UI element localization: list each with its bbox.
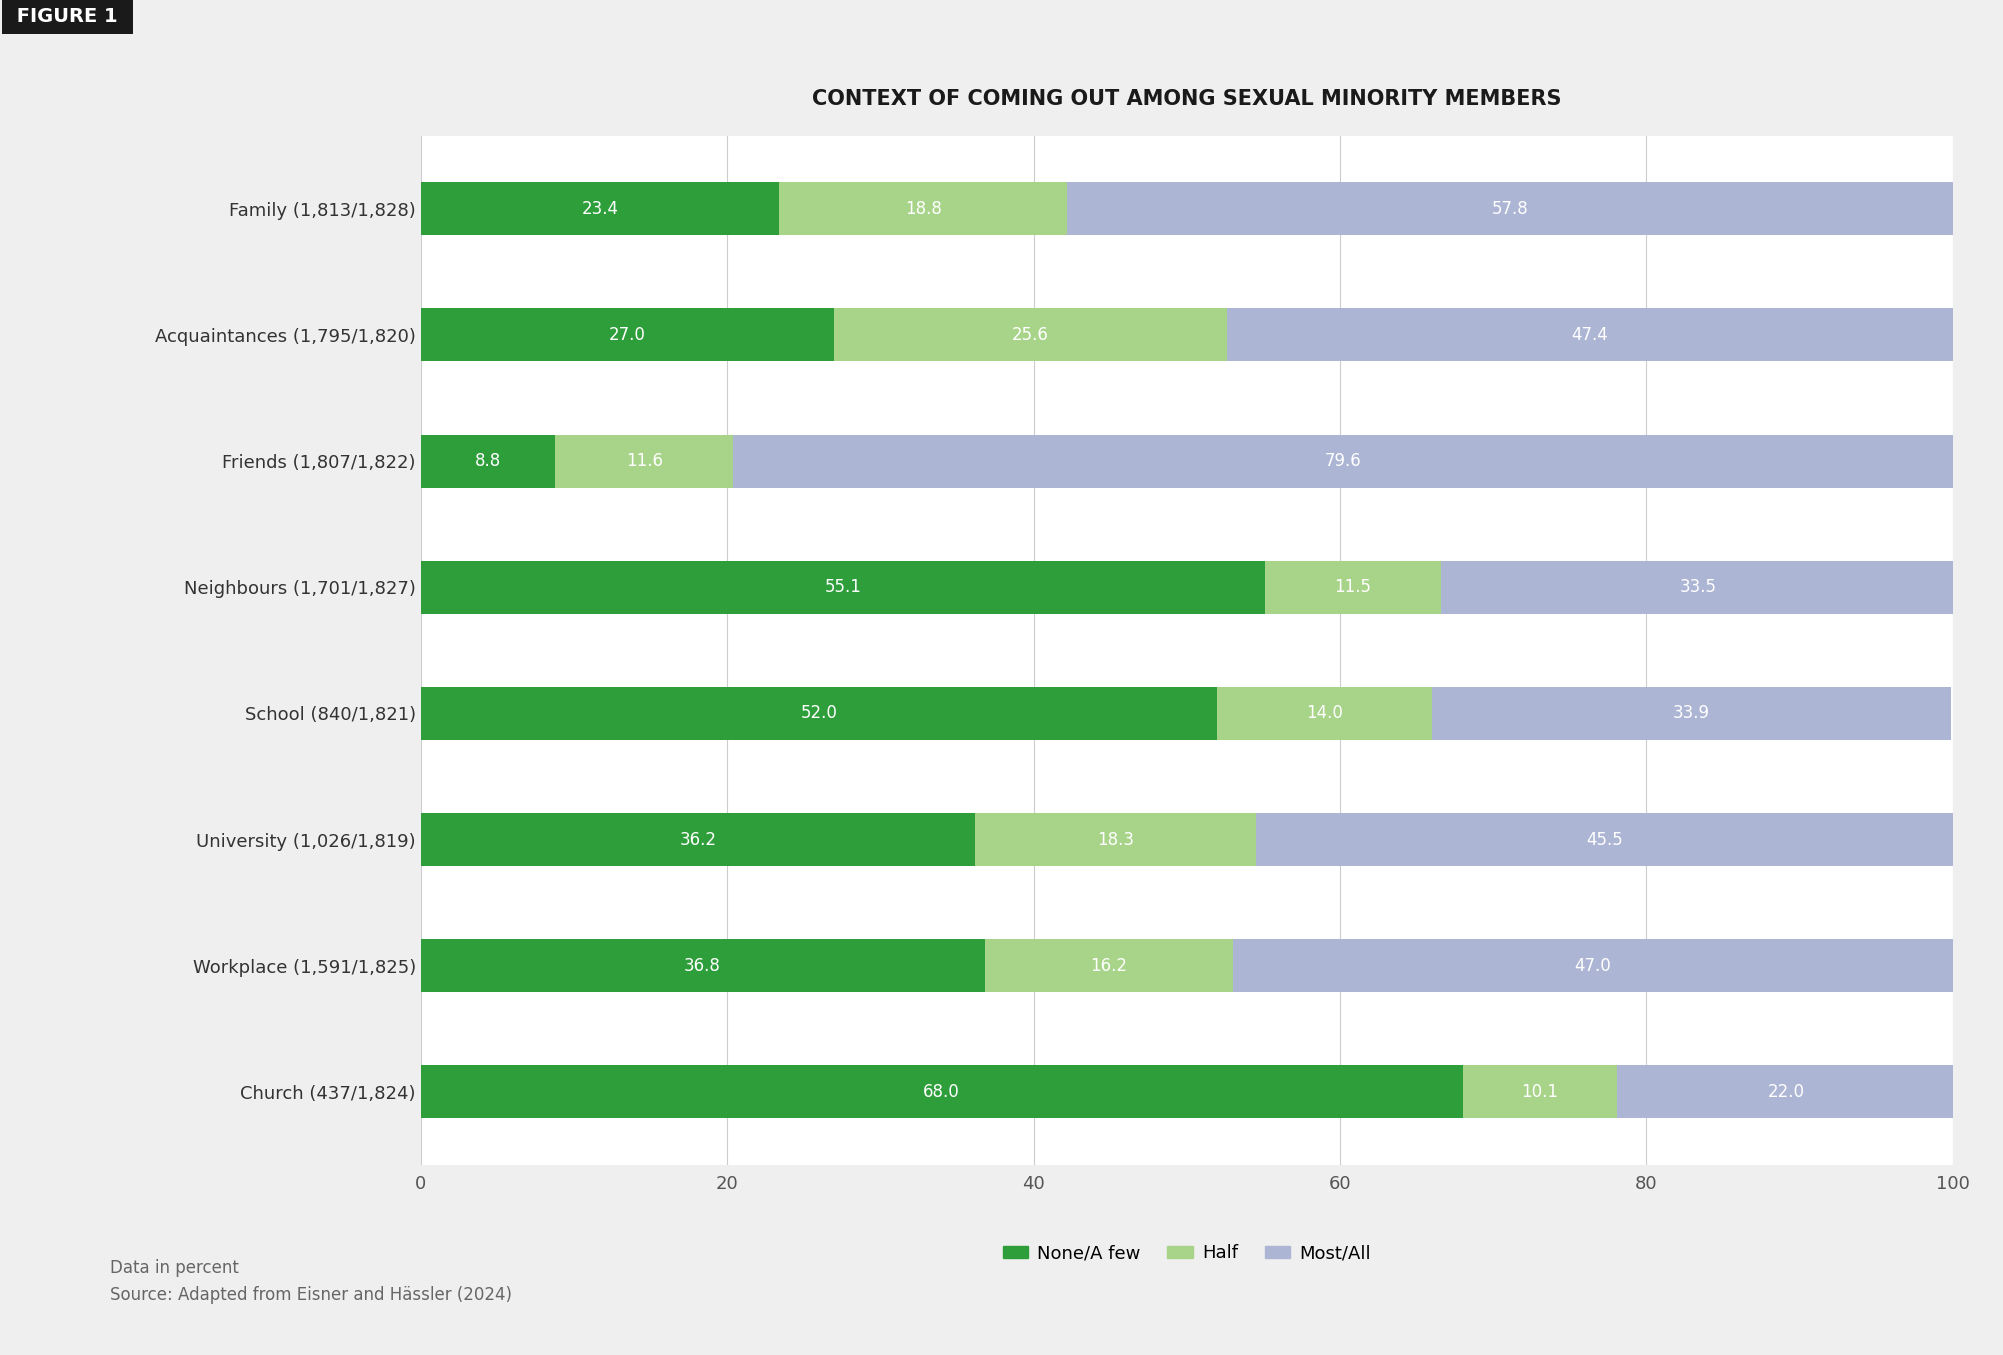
Text: 18.3: 18.3 (1098, 831, 1134, 848)
Text: 57.8: 57.8 (1492, 199, 1528, 218)
Bar (421, 687, 1218, 740)
Text: 47.0: 47.0 (1574, 957, 1610, 974)
Bar (1616, 1065, 1955, 1118)
Text: 11.6: 11.6 (625, 453, 663, 470)
Text: Data in percent
Source: Adapted from Eisner and Hässler (2024): Data in percent Source: Adapted from Eis… (110, 1259, 513, 1304)
Text: 55.1: 55.1 (825, 579, 861, 596)
Bar (1440, 561, 1955, 614)
Text: 79.6: 79.6 (1324, 453, 1362, 470)
Text: 36.8: 36.8 (685, 957, 721, 974)
Bar (1226, 309, 1953, 362)
Bar (1232, 939, 1953, 992)
Bar (985, 939, 1232, 992)
Bar (779, 183, 1068, 236)
Bar (421, 561, 1266, 614)
Bar (1218, 687, 1432, 740)
Text: 23.4: 23.4 (581, 199, 619, 218)
Text: 45.5: 45.5 (1586, 831, 1622, 848)
Bar (975, 813, 1256, 866)
Text: 68.0: 68.0 (923, 1083, 959, 1102)
Text: 33.5: 33.5 (1679, 579, 1717, 596)
Bar (421, 939, 985, 992)
Bar (733, 435, 1953, 488)
Title: CONTEXT OF COMING OUT AMONG SEXUAL MINORITY MEMBERS: CONTEXT OF COMING OUT AMONG SEXUAL MINOR… (811, 89, 1562, 108)
Text: 14.0: 14.0 (1306, 705, 1344, 722)
Text: 47.4: 47.4 (1572, 327, 1608, 344)
Bar (421, 1065, 1462, 1118)
Text: 27.0: 27.0 (609, 327, 645, 344)
Text: 16.2: 16.2 (1090, 957, 1128, 974)
Text: 33.9: 33.9 (1673, 705, 1711, 722)
Bar (1266, 561, 1440, 614)
Text: 22.0: 22.0 (1767, 1083, 1805, 1102)
Legend: None/A few, Half, Most/All: None/A few, Half, Most/All (995, 1237, 1378, 1270)
Text: 18.8: 18.8 (905, 199, 941, 218)
Bar (835, 309, 1226, 362)
Text: 11.5: 11.5 (1334, 579, 1372, 596)
Bar (555, 435, 733, 488)
Text: 8.8: 8.8 (475, 453, 501, 470)
Text: 36.2: 36.2 (679, 831, 717, 848)
Text: 52.0: 52.0 (801, 705, 837, 722)
Bar (421, 183, 779, 236)
Bar (1432, 687, 1951, 740)
Bar (421, 813, 975, 866)
Text: 10.1: 10.1 (1522, 1083, 1558, 1102)
Bar (1256, 813, 1953, 866)
Bar (1462, 1065, 1616, 1118)
Text: FIGURE 1: FIGURE 1 (10, 7, 124, 26)
Bar (421, 435, 555, 488)
Bar (1068, 183, 1953, 236)
Text: 25.6: 25.6 (1012, 327, 1050, 344)
Bar (421, 309, 835, 362)
